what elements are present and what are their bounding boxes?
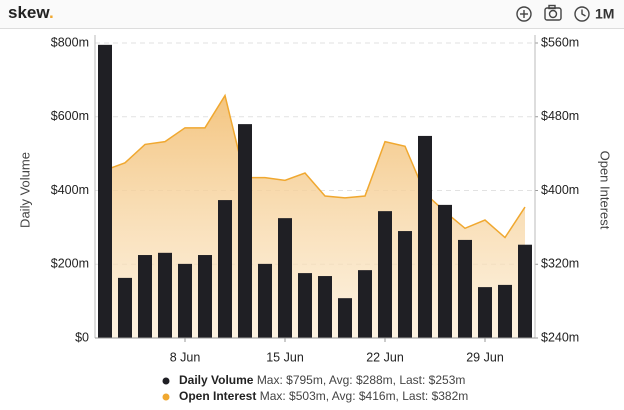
y2-tick-label: $560m xyxy=(541,35,579,49)
bar xyxy=(238,124,252,338)
y-tick-label: $0 xyxy=(75,330,89,344)
range-button[interactable]: 1M xyxy=(595,6,614,22)
bar xyxy=(198,255,212,338)
bar xyxy=(118,277,132,338)
clock-icon[interactable] xyxy=(574,6,590,22)
y-tick-label: $800m xyxy=(51,35,89,49)
logo: skew. xyxy=(8,3,54,22)
bar xyxy=(98,44,112,338)
y-axis-label: Daily Volume xyxy=(17,152,32,228)
zoom-icon[interactable] xyxy=(516,6,532,22)
bar xyxy=(398,231,412,338)
legend-name: Daily Volume xyxy=(179,373,254,387)
bar xyxy=(458,239,472,338)
bar xyxy=(158,252,172,338)
bar xyxy=(478,287,492,338)
logo-text: skew xyxy=(8,3,50,22)
logo-dot: . xyxy=(49,3,54,22)
y2-axis-label: Open Interest xyxy=(598,151,613,230)
bar xyxy=(258,263,272,338)
legend-marker xyxy=(162,377,170,385)
y-tick-label: $600m xyxy=(51,109,89,123)
bar xyxy=(378,211,392,338)
camera-icon[interactable] xyxy=(544,4,562,21)
bar xyxy=(138,255,152,338)
y2-tick-label: $400m xyxy=(541,183,579,197)
bar xyxy=(418,135,432,338)
legend-entry: Daily Volume Max: $795m, Avg: $288m, Las… xyxy=(179,373,465,387)
legend-marker xyxy=(162,393,170,401)
area-line xyxy=(104,93,526,239)
y2-tick-label: $480m xyxy=(541,109,579,123)
legend-stats: Max: $503m, Avg: $416m, Last: $382m xyxy=(260,389,469,403)
y-tick-label: $400m xyxy=(51,183,89,197)
bar xyxy=(278,218,292,338)
legend-name: Open Interest xyxy=(179,389,256,403)
bar xyxy=(298,273,312,338)
y2-tick-label: $240m xyxy=(541,330,579,344)
y-tick-label: $200m xyxy=(51,257,89,271)
x-tick-label: 8 Jun xyxy=(170,350,201,364)
y2-tick-label: $320m xyxy=(541,257,579,271)
legend-stats: Max: $795m, Avg: $288m, Last: $253m xyxy=(257,373,466,387)
bar xyxy=(178,263,192,338)
legend-entry: Open Interest Max: $503m, Avg: $416m, La… xyxy=(179,389,468,403)
bar xyxy=(498,284,512,338)
x-tick-label: 29 Jun xyxy=(466,350,504,364)
bar xyxy=(338,298,352,338)
x-tick-label: 22 Jun xyxy=(366,350,404,364)
bar xyxy=(318,276,332,338)
bar xyxy=(218,200,232,338)
bar xyxy=(358,270,372,338)
bar xyxy=(518,244,532,338)
bar xyxy=(438,204,452,338)
x-tick-label: 15 Jun xyxy=(266,350,304,364)
